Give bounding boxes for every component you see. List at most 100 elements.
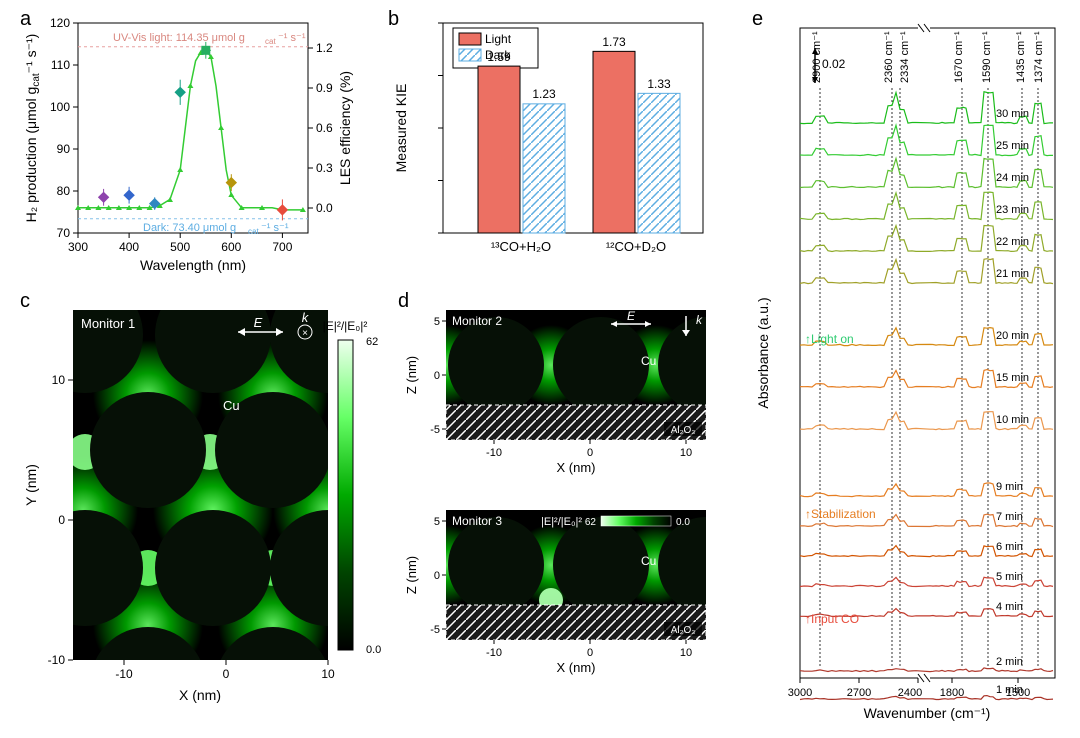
trace-time-label: 9 min <box>996 481 1023 493</box>
svg-text:|E|²/|E₀|²: |E|²/|E₀|² <box>541 516 582 528</box>
svg-text:0: 0 <box>223 667 230 681</box>
svg-text:↑Input CO: ↑Input CO <box>805 612 859 626</box>
trace-time-label: 15 min <box>996 372 1029 384</box>
svg-text:cat: cat <box>248 227 259 236</box>
svg-text:Y (nm): Y (nm) <box>23 464 39 506</box>
svg-text:1.23: 1.23 <box>532 87 556 101</box>
svg-text:Z (nm): Z (nm) <box>404 356 419 394</box>
svg-text:0.0: 0.0 <box>676 517 690 528</box>
svg-text:1590 cm⁻¹: 1590 cm⁻¹ <box>981 31 993 83</box>
svg-text:2360 cm⁻¹: 2360 cm⁻¹ <box>883 31 895 83</box>
svg-text:Z (nm): Z (nm) <box>404 556 419 594</box>
svg-text:700: 700 <box>272 240 292 254</box>
panel-e: e 0.02 2900 cm⁻¹ <box>752 8 1072 728</box>
panel-b-ylabel: Measured KIE <box>393 84 409 173</box>
svg-text:X (nm): X (nm) <box>557 660 596 675</box>
trace-time-label: 6 min <box>996 541 1023 553</box>
svg-text:0.0: 0.0 <box>316 201 333 215</box>
svg-text:Cu: Cu <box>641 554 656 568</box>
panel-e-svg: 0.02 2900 cm⁻¹ 2360 cm⁻¹ 2334 cm⁻¹ 1670 … <box>752 8 1072 728</box>
svg-text:×: × <box>302 328 308 339</box>
svg-text:↑Stabilization: ↑Stabilization <box>805 507 876 521</box>
svg-text:-5: -5 <box>430 424 440 436</box>
svg-text:70: 70 <box>57 226 71 240</box>
svg-text:⁻¹ s⁻¹: ⁻¹ s⁻¹ <box>278 32 306 44</box>
trace-time-label: 22 min <box>996 236 1029 248</box>
svg-text:k: k <box>696 313 703 327</box>
svg-text:0: 0 <box>587 447 593 459</box>
panel-b: b Light Dark 1.59 1.23 1.73 1.33 <box>388 8 728 278</box>
svg-text:E: E <box>254 315 263 330</box>
panel-a-svg: 300 400 500 600 700 70 80 90 100 110 120… <box>18 8 368 278</box>
svg-text:Al₂O₃: Al₂O₃ <box>671 425 696 436</box>
panel-e-label: e <box>752 8 763 31</box>
svg-text:Light: Light <box>485 32 512 46</box>
svg-text:cat: cat <box>265 37 276 46</box>
svg-text:-5: -5 <box>430 624 440 636</box>
panel-c-label: c <box>20 290 30 313</box>
svg-text:1.33: 1.33 <box>647 77 671 91</box>
panel-c-svg: Monitor 1 Cu E × k -10 0 10 10 0 -10 62 <box>18 290 388 720</box>
svg-text:Cu: Cu <box>641 354 656 368</box>
svg-text:-10: -10 <box>48 653 66 667</box>
trace-time-label: 10 min <box>996 414 1029 426</box>
panel-c: c <box>18 290 388 720</box>
svg-text:0: 0 <box>587 647 593 659</box>
svg-text:0: 0 <box>434 370 440 382</box>
trace-time-label: 2 min <box>996 656 1023 668</box>
svg-text:10: 10 <box>680 447 692 459</box>
svg-text:Al₂O₃: Al₂O₃ <box>671 625 696 636</box>
svg-text:5: 5 <box>434 516 440 528</box>
svg-text:Dark: 73.40 μmol g: Dark: 73.40 μmol g <box>143 222 236 234</box>
svg-text:X (nm): X (nm) <box>557 460 596 475</box>
svg-text:-10: -10 <box>115 667 133 681</box>
svg-text:10: 10 <box>321 667 335 681</box>
svg-text:3000: 3000 <box>788 687 812 699</box>
spectrum-trace <box>800 668 1053 672</box>
svg-text:⁻¹ s⁻¹: ⁻¹ s⁻¹ <box>261 222 289 234</box>
svg-text:62: 62 <box>366 336 378 348</box>
trace-time-label: 7 min <box>996 511 1023 523</box>
svg-text:¹²CO+D₂O: ¹²CO+D₂O <box>606 239 666 254</box>
panel-d: d <box>398 290 738 720</box>
svg-text:5: 5 <box>434 316 440 328</box>
svg-text:0.6: 0.6 <box>316 121 333 135</box>
svg-text:Monitor 2: Monitor 2 <box>452 314 502 328</box>
svg-text:1670 cm⁻¹: 1670 cm⁻¹ <box>953 31 965 83</box>
svg-text:E: E <box>627 309 636 323</box>
svg-text:1.73: 1.73 <box>602 35 626 49</box>
trace-time-label: 4 min <box>996 601 1023 613</box>
svg-text:Monitor 1: Monitor 1 <box>81 316 135 331</box>
panel-a-label: a <box>20 8 31 31</box>
svg-text:1500: 1500 <box>1006 687 1030 699</box>
svg-text:1435 cm⁻¹: 1435 cm⁻¹ <box>1015 31 1027 83</box>
trace-time-label: 25 min <box>996 140 1029 152</box>
svg-text:X (nm): X (nm) <box>179 687 221 703</box>
svg-text:0: 0 <box>434 570 440 582</box>
panel-a-ylabel-right: LES efficiency (%) <box>337 71 353 185</box>
svg-text:10: 10 <box>680 647 692 659</box>
svg-text:80: 80 <box>57 184 71 198</box>
svg-text:|E|²/|E₀|²: |E|²/|E₀|² <box>323 319 368 333</box>
svg-text:2700: 2700 <box>847 687 871 699</box>
trace-time-label: 30 min <box>996 108 1029 120</box>
svg-text:500: 500 <box>170 240 190 254</box>
trace-time-label: 24 min <box>996 172 1029 184</box>
svg-text:90: 90 <box>57 142 71 156</box>
panel-b-label: b <box>388 8 399 31</box>
trace-time-label: 5 min <box>996 571 1023 583</box>
svg-text:0.9: 0.9 <box>316 81 333 95</box>
svg-text:2400: 2400 <box>898 687 922 699</box>
panel-b-svg: Light Dark 1.59 1.23 1.73 1.33 ¹³CO+H₂O … <box>388 8 728 278</box>
svg-text:0.0: 0.0 <box>366 644 381 656</box>
svg-text:100: 100 <box>50 100 70 114</box>
svg-text:1.2: 1.2 <box>316 41 333 55</box>
svg-text:0.3: 0.3 <box>316 161 333 175</box>
svg-text:¹³CO+H₂O: ¹³CO+H₂O <box>491 239 551 254</box>
trace-time-label: 23 min <box>996 204 1029 216</box>
svg-text:0: 0 <box>58 513 65 527</box>
panel-a: a 300 400 500 600 700 70 80 90 100 110 1… <box>18 8 368 278</box>
svg-text:-10: -10 <box>486 447 502 459</box>
svg-text:Monitor 3: Monitor 3 <box>452 514 502 528</box>
svg-text:600: 600 <box>221 240 241 254</box>
